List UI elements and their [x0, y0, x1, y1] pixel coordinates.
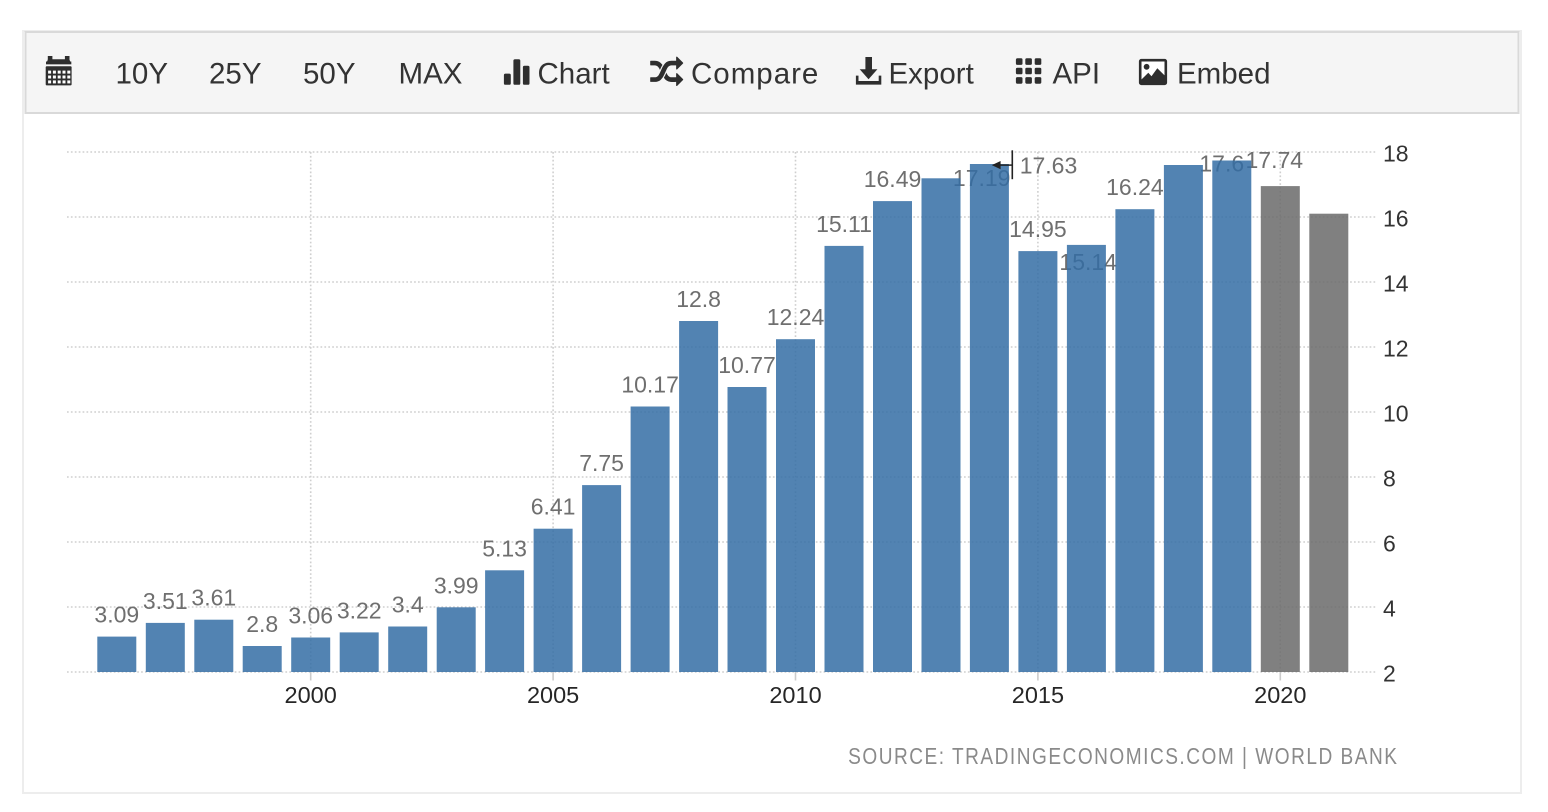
svg-text:16: 16 [1383, 206, 1409, 232]
svg-text:25Y: 25Y [209, 58, 262, 91]
svg-text:6.41: 6.41 [531, 494, 576, 520]
svg-text:2010: 2010 [769, 682, 821, 708]
svg-text:6: 6 [1383, 531, 1396, 557]
svg-text:Embed: Embed [1177, 58, 1270, 91]
svg-text:Export: Export [889, 58, 974, 91]
svg-text:10.17: 10.17 [621, 372, 679, 398]
svg-text:3.61: 3.61 [191, 585, 236, 611]
svg-text:3.06: 3.06 [288, 603, 333, 629]
svg-text:MAX: MAX [399, 58, 463, 91]
svg-text:12.24: 12.24 [767, 304, 825, 330]
svg-text:3.09: 3.09 [94, 602, 139, 628]
svg-text:12.8: 12.8 [676, 286, 721, 312]
svg-text:12: 12 [1383, 336, 1409, 362]
svg-text:API: API [1053, 58, 1101, 91]
svg-text:15.11: 15.11 [816, 211, 872, 237]
svg-text:17.63: 17.63 [1020, 152, 1078, 178]
svg-text:7.75: 7.75 [579, 450, 624, 476]
svg-text:10Y: 10Y [116, 58, 169, 91]
svg-text:14.95: 14.95 [1009, 216, 1067, 242]
svg-text:2005: 2005 [527, 682, 579, 708]
svg-text:3.99: 3.99 [434, 572, 479, 598]
svg-text:SOURCE: TRADINGECONOMICS.COM |: SOURCE: TRADINGECONOMICS.COM | WORLD BAN… [848, 744, 1398, 769]
svg-text:2000: 2000 [285, 682, 337, 708]
svg-text:3.22: 3.22 [337, 597, 382, 623]
svg-text:2020: 2020 [1254, 682, 1306, 708]
svg-text:14: 14 [1383, 271, 1409, 297]
svg-text:3.4: 3.4 [392, 592, 424, 618]
svg-text:10.77: 10.77 [718, 352, 776, 378]
svg-text:4: 4 [1383, 596, 1396, 622]
svg-text:Chart: Chart [538, 58, 610, 91]
svg-text:10: 10 [1383, 401, 1409, 427]
svg-text:16.24: 16.24 [1106, 174, 1164, 200]
svg-text:50Y: 50Y [303, 58, 356, 91]
svg-text:17.74: 17.74 [1246, 147, 1304, 173]
svg-text:2015: 2015 [1012, 682, 1064, 708]
svg-text:16.49: 16.49 [864, 166, 922, 192]
svg-text:Compare: Compare [691, 58, 819, 91]
svg-text:5.13: 5.13 [482, 535, 527, 561]
svg-text:2.8: 2.8 [246, 611, 278, 637]
svg-text:3.51: 3.51 [143, 588, 188, 614]
svg-text:8: 8 [1383, 466, 1396, 492]
svg-text:2: 2 [1383, 661, 1396, 687]
svg-text:18: 18 [1383, 141, 1409, 167]
